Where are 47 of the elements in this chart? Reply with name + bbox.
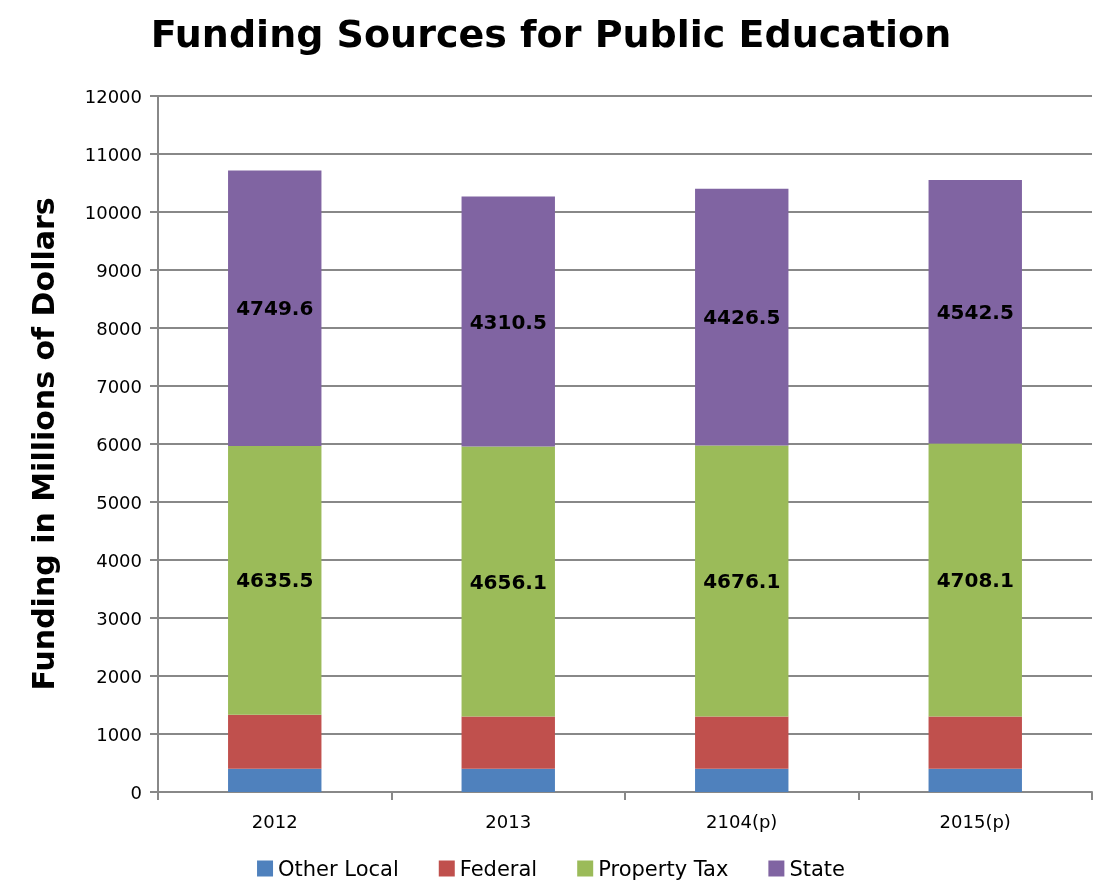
y-tick-label: 11000 xyxy=(84,143,142,165)
x-tick-label: 2013 xyxy=(485,810,532,832)
y-tick-label: 9000 xyxy=(96,259,142,281)
y-tick-label: 10000 xyxy=(84,201,142,223)
y-tick-label: 3000 xyxy=(96,607,142,629)
bar xyxy=(228,714,322,769)
y-tick-label: 4000 xyxy=(96,549,142,571)
bar xyxy=(695,716,789,769)
y-tick-label: 12000 xyxy=(84,85,142,107)
y-axis-title: Funding in Millions of Dollars xyxy=(25,197,61,691)
data-label: 4635.5 xyxy=(236,568,314,593)
bar xyxy=(228,768,322,792)
data-label: 4426.5 xyxy=(703,305,781,330)
bar xyxy=(228,446,322,715)
x-tick-label: 2015(p) xyxy=(939,810,1011,832)
bar xyxy=(695,768,789,792)
bar xyxy=(461,196,555,447)
bar xyxy=(928,716,1022,769)
bar xyxy=(928,443,1022,717)
bar xyxy=(461,446,555,717)
bar xyxy=(228,170,322,446)
data-label: 4656.1 xyxy=(469,569,547,594)
bar xyxy=(695,188,789,446)
data-label: 4676.1 xyxy=(703,568,781,593)
bar xyxy=(928,768,1022,792)
data-label: 4542.5 xyxy=(936,299,1014,324)
legend-label: Federal xyxy=(459,856,538,881)
data-label: 4749.6 xyxy=(236,296,314,321)
bar xyxy=(695,445,789,717)
x-tick-label: 2104(p) xyxy=(706,810,778,832)
chart-title: Funding Sources for Public Education xyxy=(150,12,952,56)
y-tick-label: 8000 xyxy=(96,317,142,339)
bar xyxy=(461,768,555,792)
data-label: 4708.1 xyxy=(936,568,1014,593)
y-tick-label: 0 xyxy=(130,781,142,803)
bar xyxy=(461,716,555,769)
bar xyxy=(928,180,1022,444)
y-tick-label: 5000 xyxy=(96,491,142,513)
x-tick-label: 2012 xyxy=(251,810,298,832)
data-label: 4310.5 xyxy=(469,309,547,334)
y-tick-label: 6000 xyxy=(96,433,142,455)
legend-label: Property Tax xyxy=(598,856,729,881)
legend-label: Other Local xyxy=(278,856,399,881)
y-tick-label: 7000 xyxy=(96,375,142,397)
y-tick-label: 2000 xyxy=(96,665,142,687)
legend-label: State xyxy=(789,856,845,881)
y-tick-label: 1000 xyxy=(96,723,142,745)
